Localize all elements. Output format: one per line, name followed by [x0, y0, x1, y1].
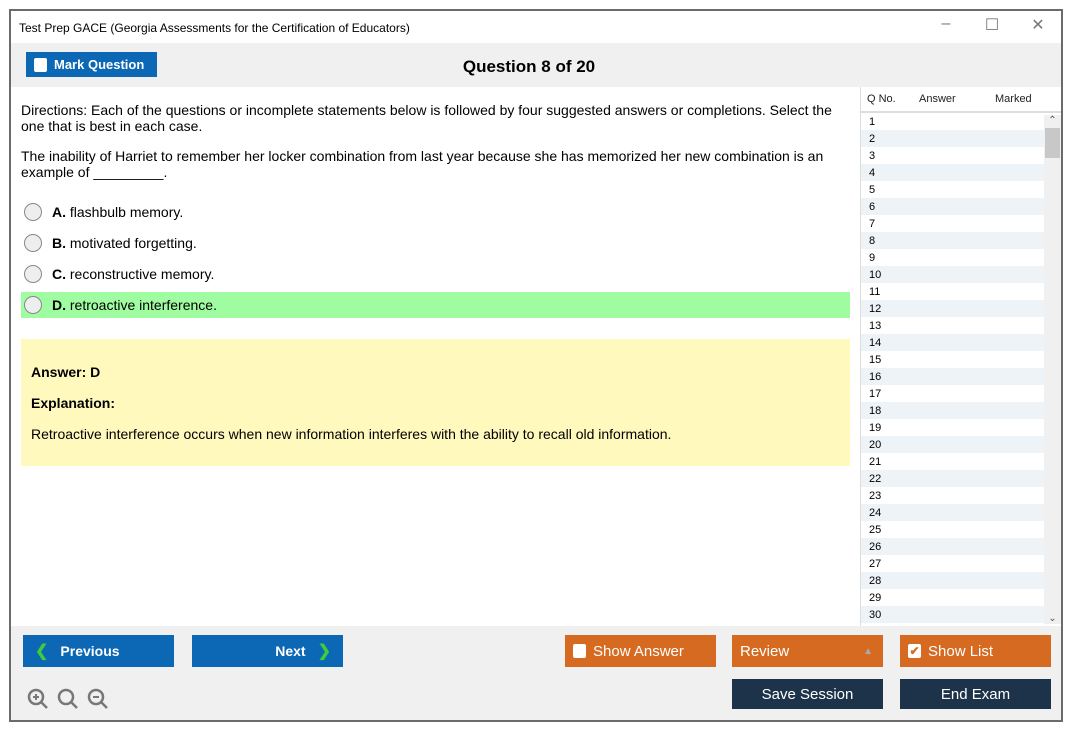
option-letter: B.	[52, 235, 66, 251]
directions-text: Directions: Each of the questions or inc…	[21, 102, 832, 134]
option-text: retroactive interference.	[69, 297, 217, 313]
option-a[interactable]: A. flashbulb memory.	[21, 199, 850, 225]
list-row[interactable]: 17	[869, 387, 882, 400]
zoom-in-icon[interactable]	[27, 688, 48, 709]
list-row[interactable]: 30	[861, 606, 1044, 623]
list-row[interactable]: 15	[869, 353, 882, 366]
minimize-button[interactable]: –	[941, 15, 951, 32]
end-exam-button[interactable]: End Exam	[900, 679, 1051, 709]
list-header: Q No. Answer Marked	[861, 87, 1061, 113]
option-c[interactable]: C. reconstructive memory.	[21, 261, 850, 287]
option-text: flashbulb memory.	[69, 204, 184, 220]
option-letter: C.	[52, 266, 66, 282]
show-list-label: Show List	[928, 642, 994, 660]
list-row[interactable]: 25	[869, 523, 882, 536]
list-rows: 1 2 3 4 5 6 7 8 9 10 11 12 13 14 15 16 17 18 19 20 21 22 23 24 2…	[861, 113, 1061, 623]
maximize-button[interactable]: ☐	[984, 17, 1000, 34]
header-qno: Q No.	[867, 93, 896, 105]
list-row[interactable]: 21	[869, 455, 882, 468]
list-row[interactable]: 16	[861, 368, 1044, 385]
answer-label: Answer: D	[31, 364, 101, 380]
list-row[interactable]: 11	[869, 285, 881, 298]
option-d[interactable]: D. retroactive interference.	[21, 292, 850, 318]
list-row[interactable]: 3	[869, 149, 876, 162]
list-row[interactable]: 4	[861, 164, 1044, 181]
checkbox-checked-icon: ✔	[908, 644, 921, 658]
title-bar: Test Prep GACE (Georgia Assessments for …	[11, 11, 1061, 43]
checkbox-icon	[573, 644, 586, 658]
zoom-reset-icon[interactable]	[57, 688, 78, 709]
question-stem: The inability of Harriet to remember her…	[21, 148, 824, 180]
explanation-text: Retroactive interference occurs when new…	[31, 426, 672, 442]
scrollbar[interactable]: ⌃ ⌄	[1044, 115, 1061, 624]
answer-box: Answer: D Explanation: Retroactive inter…	[21, 339, 850, 466]
radio-button[interactable]	[24, 265, 42, 283]
radio-button[interactable]	[24, 296, 42, 314]
mark-question-label: Mark Question	[54, 57, 145, 72]
caret-up-icon: ▲	[863, 645, 873, 657]
checkbox-icon	[34, 57, 47, 72]
zoom-out-icon[interactable]	[87, 688, 108, 709]
list-row[interactable]: 28	[861, 572, 1044, 589]
question-title: Question 8 of 20	[462, 57, 596, 76]
show-answer-label: Show Answer	[593, 642, 684, 660]
list-row[interactable]: 8	[861, 232, 1044, 249]
previous-label: Previous	[60, 643, 120, 659]
list-row[interactable]: 19	[869, 421, 882, 434]
list-row[interactable]: 20	[861, 436, 1044, 453]
review-label: Review	[740, 642, 790, 660]
list-row[interactable]: 29	[869, 591, 882, 604]
list-row[interactable]: 22	[861, 470, 1044, 487]
next-button[interactable]: Next ❯	[192, 635, 343, 667]
list-row[interactable]: 7	[869, 217, 876, 230]
previous-button[interactable]: ❮ Previous	[23, 635, 174, 667]
header-marked: Marked	[995, 93, 1032, 105]
list-row[interactable]: 24	[861, 504, 1044, 521]
list-row[interactable]: 14	[861, 334, 1044, 351]
close-button[interactable]: ✕	[1031, 17, 1045, 34]
scroll-thumb[interactable]	[1045, 128, 1060, 158]
chevron-right-icon: ❯	[317, 643, 331, 660]
scroll-down-icon[interactable]: ⌄	[1048, 613, 1057, 624]
bottom-bar: ❮ Previous Next ❯ Show Answer Review ▲ ✔ Sho…	[11, 626, 1061, 722]
list-row[interactable]: 12	[861, 300, 1044, 317]
review-dropdown[interactable]: Review ▲	[732, 635, 883, 667]
radio-button[interactable]	[24, 234, 42, 252]
list-row[interactable]: 23	[869, 489, 882, 502]
option-letter: A.	[52, 204, 66, 220]
list-row[interactable]: 1	[869, 115, 876, 128]
show-list-button[interactable]: ✔ Show List	[900, 635, 1051, 667]
list-row[interactable]: 2	[861, 130, 1044, 147]
option-b[interactable]: B. motivated forgetting.	[21, 230, 850, 256]
header-answer: Answer	[919, 93, 956, 105]
save-session-button[interactable]: Save Session	[732, 679, 883, 709]
next-label: Next	[275, 643, 306, 659]
explanation-label: Explanation:	[31, 395, 116, 411]
toolbar: Mark Question Question 8 of 20	[11, 43, 1061, 87]
scroll-up-icon[interactable]: ⌃	[1048, 115, 1057, 126]
zoom-controls	[27, 688, 108, 709]
list-row[interactable]: 10	[861, 266, 1044, 283]
option-text: reconstructive memory.	[69, 266, 215, 282]
list-row[interactable]: 26	[861, 538, 1044, 555]
list-row[interactable]: 9	[869, 251, 876, 264]
app-window: Test Prep GACE (Georgia Assessments for …	[9, 9, 1063, 722]
option-letter: D.	[52, 297, 66, 313]
window-title: Test Prep GACE (Georgia Assessments for …	[19, 21, 410, 35]
list-row[interactable]: 13	[869, 319, 882, 332]
list-row[interactable]: 18	[861, 402, 1044, 419]
question-panel: Directions: Each of the questions or inc…	[11, 87, 860, 626]
mark-question-button[interactable]: Mark Question	[26, 52, 157, 77]
chevron-left-icon: ❮	[35, 643, 49, 660]
list-row[interactable]: 5	[869, 183, 876, 196]
list-row[interactable]: 6	[861, 198, 1044, 215]
show-answer-button[interactable]: Show Answer	[565, 635, 716, 667]
option-text: motivated forgetting.	[69, 235, 197, 251]
list-row[interactable]: 27	[869, 557, 882, 570]
question-list: Q No. Answer Marked 1 2 3 4 5 6 7 8 9 10 11 12 13 14 1…	[860, 87, 1061, 626]
radio-button[interactable]	[24, 203, 42, 221]
